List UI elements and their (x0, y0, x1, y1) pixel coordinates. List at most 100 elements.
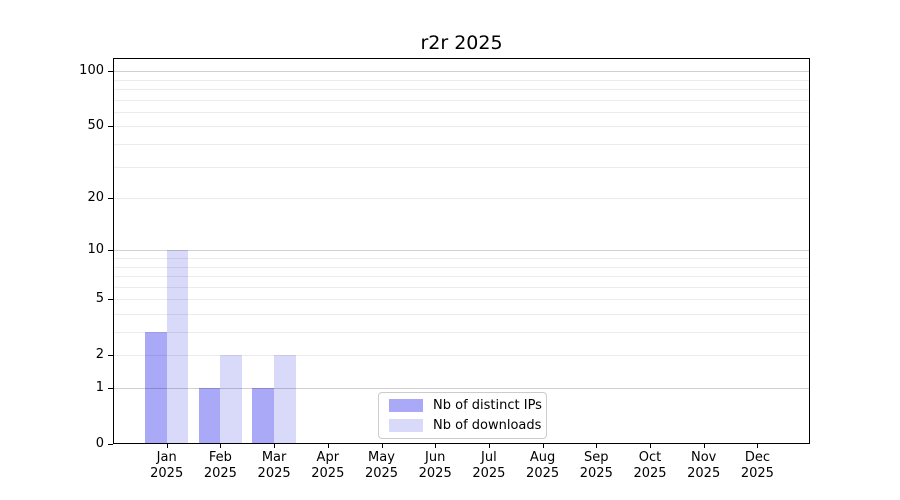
legend: Nb of distinct IPs Nb of downloads (378, 392, 547, 439)
x-tick-year: 2025 (687, 466, 721, 481)
x-tick-mark (703, 444, 705, 448)
y-tick-mark (108, 198, 113, 200)
y-tick-label: 50 (87, 118, 104, 134)
x-tick-label: Dec 2025 (729, 450, 785, 482)
legend-swatch-downloads (389, 419, 423, 432)
x-tick-month: Apr (316, 450, 340, 465)
x-tick-label: Nov 2025 (676, 450, 732, 482)
x-tick-month: Jan (156, 450, 177, 465)
x-tick-year: 2025 (150, 466, 184, 481)
minor-gridline (113, 99, 810, 101)
x-tick-mark (327, 444, 329, 448)
major-gridline (113, 250, 810, 252)
legend-swatch-distinct-ips (389, 399, 423, 412)
y-tick-mark (108, 126, 113, 128)
y-tick-label: 0 (95, 436, 104, 451)
bar-distinct-ips-jan (145, 332, 167, 444)
bar-downloads-feb (220, 355, 243, 444)
major-gridline (113, 388, 810, 390)
plot-area: Nb of distinct IPs Nb of downloads (113, 58, 810, 444)
x-tick-label: Oct 2025 (622, 450, 678, 482)
bars-layer (113, 58, 810, 444)
y-tick-mark (108, 388, 113, 390)
x-tick-label: May 2025 (354, 450, 410, 482)
x-tick-month: Sep (584, 450, 609, 465)
y-tick-label: 100 (79, 63, 104, 79)
minor-gridline (113, 266, 810, 268)
x-tick-mark (488, 444, 490, 448)
y-tick-mark (108, 444, 113, 445)
minor-gridline (113, 198, 810, 200)
x-tick-mark (542, 444, 544, 448)
minor-gridline (113, 166, 810, 168)
x-tick-year: 2025 (579, 466, 613, 481)
x-tick-year: 2025 (740, 466, 774, 481)
x-tick-month: May (368, 450, 395, 465)
x-tick-mark (596, 444, 598, 448)
x-tick-label: Aug 2025 (515, 450, 571, 482)
x-tick-month: Dec (744, 450, 770, 465)
x-tick-label: Apr 2025 (300, 450, 356, 482)
x-tick-month: Aug (529, 450, 556, 465)
legend-label-downloads: Nb of downloads (433, 418, 542, 433)
x-tick-year: 2025 (257, 466, 291, 481)
x-tick-month: Nov (691, 450, 717, 465)
bar-downloads-mar (274, 355, 296, 444)
y-tick-label: 20 (87, 190, 104, 206)
x-tick-month: Jun (425, 450, 446, 465)
x-tick-year: 2025 (633, 466, 667, 481)
x-tick-mark (381, 444, 383, 448)
minor-gridline (113, 314, 810, 315)
x-tick-month: Feb (208, 450, 232, 465)
x-tick-year: 2025 (311, 466, 345, 481)
x-tick-mark (166, 444, 168, 448)
major-gridline (113, 71, 810, 73)
x-tick-label: Jan 2025 (139, 450, 195, 482)
x-tick-mark (435, 444, 437, 448)
minor-gridline (113, 126, 810, 128)
legend-item-downloads: Nb of downloads (379, 416, 546, 436)
legend-item-distinct-ips: Nb of distinct IPs (379, 396, 546, 416)
x-tick-label: Feb 2025 (192, 450, 248, 482)
x-tick-mark (650, 444, 651, 448)
y-tick-label: 5 (95, 291, 104, 307)
x-tick-year: 2025 (526, 466, 560, 481)
minor-gridline (113, 79, 810, 81)
grid-layer (113, 58, 810, 444)
y-tick-label: 1 (95, 380, 104, 396)
bar-downloads-jan (166, 250, 189, 444)
minor-gridline (113, 286, 810, 288)
y-tick-label: 2 (95, 347, 104, 363)
y-tick-mark (108, 71, 113, 73)
x-tick-month: Mar (261, 450, 287, 465)
x-tick-month: Jul (481, 450, 497, 465)
x-tick-year: 2025 (472, 466, 506, 481)
minor-gridline (113, 144, 810, 146)
x-tick-mark (757, 444, 759, 448)
x-tick-month: Oct (638, 450, 662, 465)
x-tick-label: Jul 2025 (461, 450, 517, 482)
y-tick-mark (108, 250, 113, 252)
y-tick-mark (108, 355, 113, 357)
x-tick-label: Jun 2025 (407, 450, 463, 482)
bar-distinct-ips-mar (252, 388, 275, 444)
y-tick-label: 10 (87, 242, 104, 258)
minor-gridline (113, 89, 810, 91)
x-tick-year: 2025 (203, 466, 237, 481)
x-tick-year: 2025 (364, 466, 399, 481)
minor-gridline (113, 355, 810, 357)
legend-label-distinct-ips: Nb of distinct IPs (433, 398, 542, 413)
minor-gridline (113, 258, 810, 260)
x-tick-mark (220, 444, 222, 448)
y-tick-mark (108, 299, 113, 301)
bar-distinct-ips-feb (198, 388, 221, 444)
x-tick-year: 2025 (418, 466, 452, 481)
minor-gridline (113, 299, 810, 301)
x-tick-label: Sep 2025 (568, 450, 624, 482)
chart-title: r2r 2025 (420, 32, 503, 54)
minor-gridline (113, 332, 810, 334)
minor-gridline (113, 276, 810, 278)
x-tick-label: Mar 2025 (246, 450, 302, 482)
x-tick-mark (274, 444, 276, 448)
